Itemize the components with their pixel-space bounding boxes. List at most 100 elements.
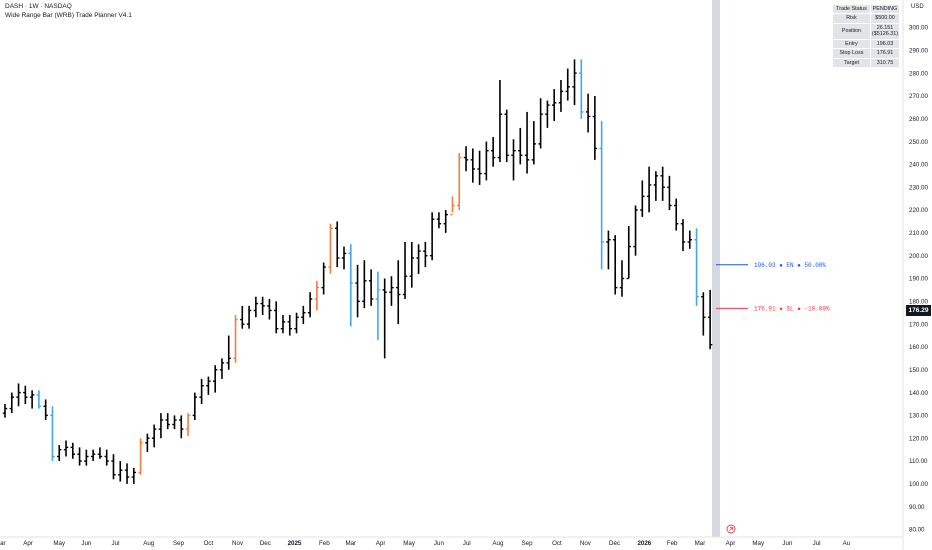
y-tick-label: 270.00 <box>909 93 928 100</box>
alert-icon <box>726 524 736 534</box>
y-tick-label: 170.00 <box>909 321 928 328</box>
ohlc-bar <box>212 365 218 393</box>
ohlc-bars <box>2 59 713 484</box>
ohlc-bar <box>680 219 686 252</box>
ohlc-bar <box>192 392 198 420</box>
ohlc-bar <box>179 415 184 439</box>
trade-levels: 196.03 ● EN ● 50.00% 176.91 ● SL ● -10.00… <box>716 262 830 313</box>
ohlc-bar <box>674 198 679 231</box>
ohlc-bar <box>362 260 367 309</box>
ohlc-bar <box>43 399 48 420</box>
ohlc-bar <box>402 241 408 300</box>
ohlc-bar <box>640 180 645 217</box>
y-tick-label: 280.00 <box>909 70 928 77</box>
ohlc-bar <box>9 392 14 414</box>
y-tick-label: 100.00 <box>909 481 928 488</box>
ohlc-bar <box>206 376 211 395</box>
ohlc-bar <box>450 196 455 216</box>
ohlc-bar <box>314 280 320 311</box>
ohlc-bar <box>253 296 259 318</box>
ohlc-bar <box>633 205 638 256</box>
x-tick-label: Aug <box>492 540 504 547</box>
y-tick-label: 260.00 <box>909 116 928 123</box>
ohlc-bar <box>490 137 496 167</box>
ohlc-bar <box>287 315 292 336</box>
x-tick-label: Apr <box>376 540 386 547</box>
ohlc-bar <box>416 244 421 274</box>
y-tick-label: 300.00 <box>909 25 928 32</box>
ohlc-bar <box>694 228 699 306</box>
ohlc-bar <box>701 292 706 336</box>
ohlc-bar <box>199 378 204 404</box>
currency-label[interactable]: USD <box>911 4 924 10</box>
ohlc-bar <box>477 150 482 185</box>
ohlc-bar <box>484 141 489 181</box>
ohlc-bar <box>423 241 428 268</box>
ohlc-bar <box>524 111 530 174</box>
ohlc-bar <box>613 235 618 295</box>
ohlc-bar <box>172 415 177 430</box>
ohlc-bar <box>599 121 604 270</box>
trade-row: Trade Status PENDING <box>833 5 899 14</box>
ohlc-bar <box>687 230 692 249</box>
ohlc-bar <box>389 276 394 306</box>
ohlc-bar <box>667 175 672 211</box>
ohlc-bar <box>145 433 150 452</box>
ohlc-bar <box>165 413 170 430</box>
trade-row: Entry 196.03 <box>833 39 899 49</box>
trade-row-label: Target <box>833 58 870 68</box>
ohlc-bar <box>660 166 665 201</box>
ohlc-bar <box>57 445 62 462</box>
x-tick-label: Jul <box>813 540 821 547</box>
ohlc-bar <box>63 440 69 457</box>
ohlc-bar <box>233 315 238 363</box>
y-tick-label: 110.00 <box>909 458 928 465</box>
trade-row-value: 310.75 <box>870 58 899 68</box>
x-tick-label: 2025 <box>288 540 302 547</box>
x-tick-label: Nov <box>580 540 592 547</box>
x-tick-label: May <box>53 540 66 547</box>
symbol-title[interactable]: DASH · 1W · NASDAQ <box>5 3 72 10</box>
alert-icon-arrow <box>729 527 733 531</box>
x-tick-label: Oct <box>204 540 214 547</box>
y-tick-label: 220.00 <box>909 207 928 214</box>
x-tick-label: Mar <box>0 540 6 547</box>
price-axis[interactable]: 80.00 90.00 100.00 110.00 120.00 130.00 140.00… <box>909 25 928 534</box>
x-tick-label: Mar <box>695 540 706 547</box>
ohlc-bar <box>348 244 353 327</box>
indicator-title[interactable]: Wide Range Bar (WRB) Trade Planner V4.1 <box>5 12 132 19</box>
trade-row: Target 310.75 <box>833 58 899 68</box>
trade-row-value: 176.91 <box>870 49 899 58</box>
ohlc-bar <box>131 467 137 484</box>
ohlc-bar <box>470 148 476 183</box>
x-tick-label: May <box>752 540 765 547</box>
ohlc-bar <box>646 166 652 213</box>
trade-planner-table: Trade Status PENDING Risk $500.00 Position 26… <box>832 4 900 68</box>
entry-label: 196.03 ● EN ● 50.00% <box>754 262 826 269</box>
x-tick-label: Apr <box>23 540 33 547</box>
x-tick-label: Dec <box>609 540 620 547</box>
y-tick-label: 80.00 <box>909 527 925 534</box>
ohlc-bar <box>545 100 550 128</box>
y-tick-label: 120.00 <box>909 435 928 442</box>
ohlc-bar <box>341 246 347 270</box>
y-tick-label: 90.00 <box>909 504 925 511</box>
ohlc-bar <box>409 241 414 288</box>
ohlc-bar <box>429 212 435 261</box>
event-marker[interactable] <box>726 524 736 534</box>
ohlc-bar <box>707 289 713 350</box>
trade-row-value: 26.151 ($5126.31) <box>870 23 899 39</box>
ohlc-bar <box>280 315 286 334</box>
x-tick-label: Jun <box>782 540 793 547</box>
ohlc-bar <box>558 79 564 112</box>
ohlc-bar <box>551 89 557 122</box>
ohlc-bar <box>90 449 96 462</box>
ohlc-bar <box>16 383 21 407</box>
time-axis[interactable]: Mar Apr May Jun Jul Aug Sep Oct Nov Dec 2025 Feb Mar… <box>0 540 851 547</box>
y-tick-label: 130.00 <box>909 413 928 420</box>
ohlc-bar <box>240 305 245 329</box>
ohlc-bar <box>267 299 272 320</box>
ohlc-bar <box>84 449 89 466</box>
trade-row-value: $500.00 <box>870 14 899 23</box>
